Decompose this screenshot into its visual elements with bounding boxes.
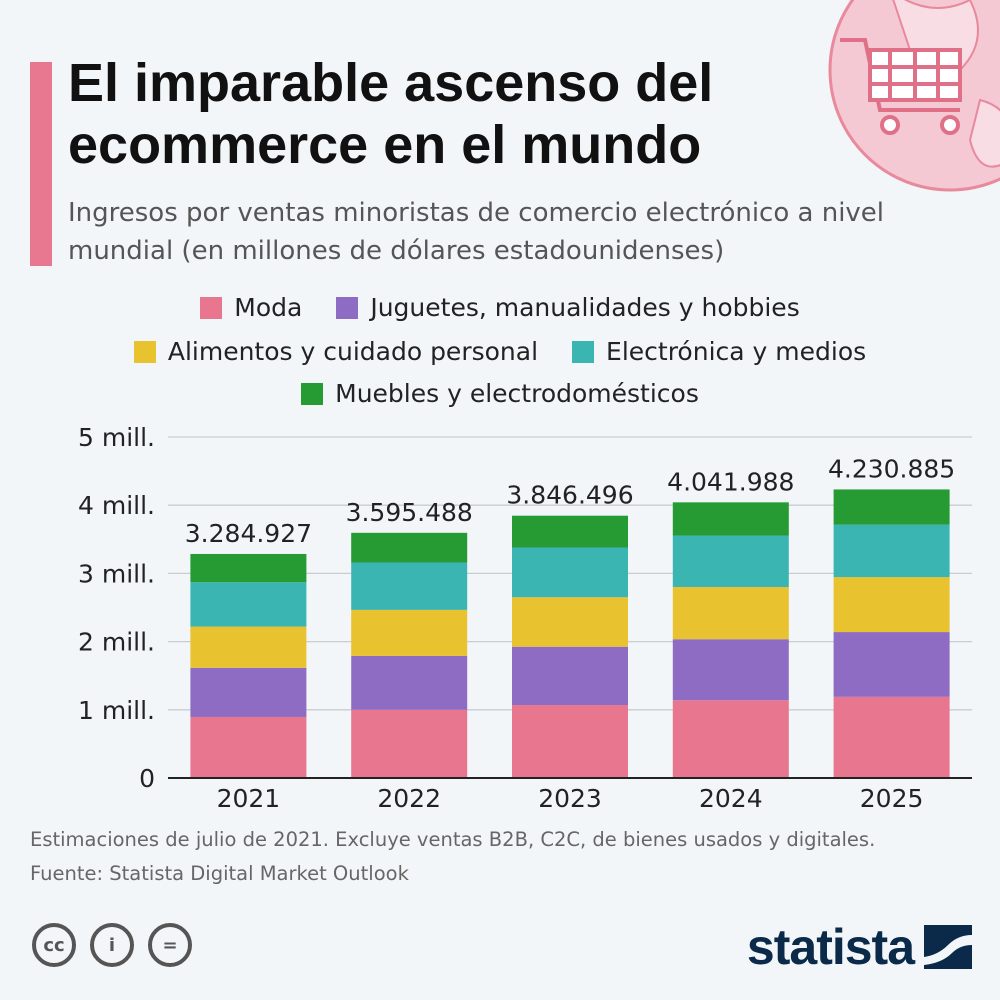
bar-segment bbox=[190, 626, 307, 668]
bar-segment bbox=[672, 639, 789, 701]
legend-label: Alimentos y cuidado personal bbox=[167, 337, 539, 366]
bar-segment bbox=[512, 705, 628, 778]
bar-segment bbox=[672, 700, 789, 778]
attribution-icon: i bbox=[90, 923, 134, 967]
bar-segment bbox=[512, 646, 628, 706]
footnote: Estimaciones de julio de 2021. Excluye v… bbox=[30, 828, 876, 851]
accent-bar bbox=[30, 62, 52, 266]
x-tick-label: 2024 bbox=[699, 784, 763, 813]
bar-segment bbox=[190, 553, 307, 583]
bar-segment bbox=[512, 515, 628, 548]
cc-icon: cc bbox=[32, 923, 76, 967]
y-tick-label: 4 mill. bbox=[78, 491, 155, 520]
bar-segment bbox=[512, 597, 628, 647]
legend-item-electronica: Electrónica y medios bbox=[572, 337, 866, 366]
legend-swatch bbox=[200, 296, 223, 319]
legend-label: Muebles y electrodomésticos bbox=[335, 379, 699, 408]
legend-item-alimentos: Alimentos y cuidado personal bbox=[133, 337, 539, 366]
legend-label: Electrónica y medios bbox=[606, 337, 867, 366]
x-tick-label: 2023 bbox=[538, 784, 602, 813]
legend-item-moda: Moda bbox=[200, 293, 302, 322]
legend-label: Juguetes, manualidades y hobbies bbox=[370, 293, 800, 322]
legend-swatch bbox=[572, 340, 595, 363]
total-label: 3.284.927 bbox=[185, 519, 312, 548]
total-label: 4.230.885 bbox=[828, 454, 955, 483]
legend-swatch bbox=[336, 296, 359, 319]
x-tick-label: 2022 bbox=[377, 784, 441, 813]
statista-logo: statista bbox=[747, 918, 972, 976]
chart-title: El imparable ascenso del ecommerce en el… bbox=[68, 53, 714, 175]
y-tick-label: 5 mill. bbox=[78, 423, 155, 452]
legend-item-juguetes: Juguetes, manualidades y hobbies bbox=[336, 293, 800, 322]
source: Fuente: Statista Digital Market Outlook bbox=[30, 862, 409, 885]
bar-segment bbox=[833, 577, 950, 633]
bar-segment bbox=[512, 547, 628, 598]
statista-logo-icon bbox=[924, 925, 972, 969]
bar-segment bbox=[833, 524, 950, 578]
bar-segment bbox=[351, 655, 468, 710]
y-tick-label: 2 mill. bbox=[78, 628, 155, 657]
no-derivatives-icon: = bbox=[148, 923, 192, 967]
chart-subtitle: Ingresos por ventas minoristas de comerc… bbox=[68, 198, 885, 266]
bar-segment bbox=[833, 632, 950, 697]
bar-segment bbox=[672, 502, 789, 536]
legend-label: Moda bbox=[234, 293, 303, 322]
total-label: 4.041.988 bbox=[667, 467, 794, 496]
x-tick-label: 2025 bbox=[860, 784, 924, 813]
globe-cart-illustration bbox=[828, 0, 1000, 192]
bar-segment bbox=[672, 535, 789, 588]
bar-segment bbox=[190, 667, 307, 717]
x-tick-label: 2021 bbox=[217, 784, 281, 813]
legend-swatch bbox=[133, 340, 156, 363]
bar-segment bbox=[833, 696, 950, 778]
bar-segment bbox=[190, 582, 307, 627]
y-tick-label: 1 mill. bbox=[78, 696, 155, 725]
total-label: 3.595.488 bbox=[346, 498, 473, 527]
bar-segment bbox=[351, 709, 468, 778]
bar-segment bbox=[672, 587, 789, 640]
bar-segment bbox=[351, 532, 468, 563]
bar-segment bbox=[351, 609, 468, 656]
y-tick-label: 3 mill. bbox=[78, 559, 155, 588]
legend-item-muebles: Muebles y electrodomésticos bbox=[301, 379, 699, 408]
y-tick-label: 0 bbox=[139, 764, 155, 793]
bar-segment bbox=[833, 489, 950, 525]
bar-segment bbox=[351, 562, 468, 610]
legend-swatch bbox=[301, 382, 324, 405]
bar-segment bbox=[190, 716, 307, 778]
total-label: 3.846.496 bbox=[506, 481, 633, 510]
